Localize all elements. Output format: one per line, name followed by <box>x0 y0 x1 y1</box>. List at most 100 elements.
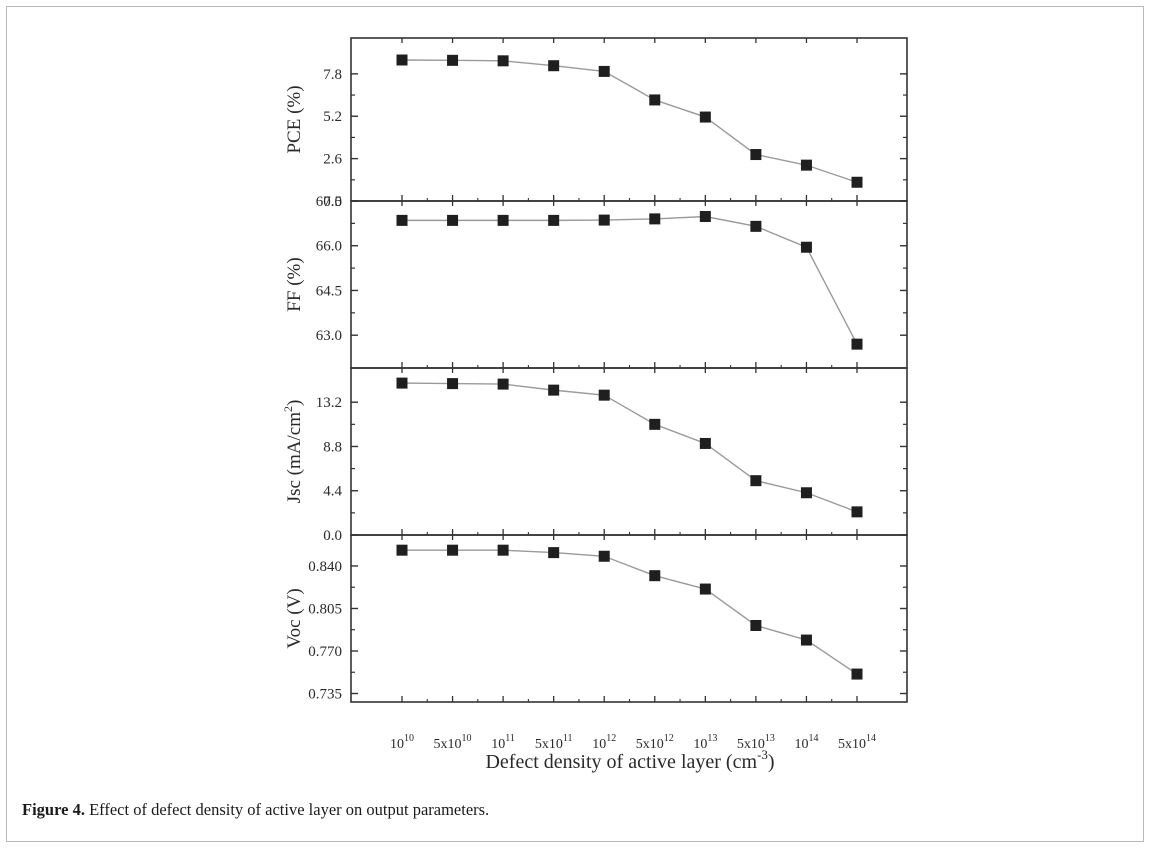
y-axis-title: FF (%) <box>284 257 305 311</box>
data-point <box>851 176 863 188</box>
series-line <box>402 215 858 345</box>
panel-2-frame <box>350 200 908 369</box>
y-axis-title: Jsc (mA/cm2) <box>281 400 305 504</box>
data-point <box>699 211 711 223</box>
y-tick-label: 0.735 <box>308 686 342 702</box>
caption-label: Figure 4. <box>22 800 85 819</box>
data-point <box>699 111 711 123</box>
x-tick-label: 5x1010 <box>434 733 472 752</box>
panel-3-frame <box>350 367 908 536</box>
data-point <box>851 338 863 350</box>
data-point <box>447 54 459 66</box>
x-tick-label: 5x1011 <box>535 733 573 752</box>
data-point <box>649 94 661 106</box>
data-point <box>497 55 509 67</box>
x-tick-label-base: 5x10 <box>535 737 563 752</box>
data-point <box>548 60 560 72</box>
x-tick-label: 1012 <box>592 733 616 752</box>
y-tick-label: 0.805 <box>308 601 342 617</box>
x-axis-title: Defect density of active layer (cm-3) <box>485 747 774 773</box>
x-tick-label: 5x1013 <box>737 733 775 752</box>
x-tick-label-base: 10 <box>693 737 707 752</box>
series-line <box>402 549 858 675</box>
caption-text: Effect of defect density of active layer… <box>84 800 490 819</box>
y-axis-title-main: Jsc (mA/cm <box>284 412 305 504</box>
y-tick-label: 63.0 <box>316 328 342 344</box>
x-tick-label-sup: 11 <box>563 733 573 744</box>
y-axis-title: PCE (%) <box>284 85 305 153</box>
data-point <box>800 241 812 253</box>
data-point <box>497 214 509 226</box>
figure-frame <box>6 6 1144 842</box>
data-point <box>598 214 610 226</box>
x-tick-label-sup: 12 <box>606 733 616 744</box>
data-point <box>699 583 711 595</box>
figure-caption: Figure 4. Effect of defect density of ac… <box>22 800 489 820</box>
x-tick-label-sup: 10 <box>462 733 472 744</box>
data-point <box>548 384 560 396</box>
data-point <box>649 213 661 225</box>
data-point <box>800 159 812 171</box>
data-point <box>447 214 459 226</box>
panel-3: 0.0 4.4 8.8 13.2 Jsc (mA/cm2) <box>281 367 908 544</box>
x-tick-label-sup: 11 <box>505 733 515 744</box>
x-tick-label-base: 10 <box>390 737 404 752</box>
data-point <box>598 389 610 401</box>
y-tick-label: 0.0 <box>323 194 342 210</box>
y-tick-label: 0.770 <box>308 644 342 660</box>
y-axis-title-end: ) <box>284 400 305 406</box>
x-tick-label-sup: 14 <box>866 733 876 744</box>
y-axis-title-sup: 2 <box>281 406 295 412</box>
y-tick-label: 13.2 <box>316 395 342 411</box>
x-axis-title-main: Defect density of active layer (cm <box>485 751 757 773</box>
x-tick-label: 1013 <box>693 733 717 752</box>
data-point <box>396 544 408 556</box>
data-point <box>598 65 610 77</box>
y-tick-label: 4.4 <box>323 484 342 500</box>
panel-1-frame <box>350 37 908 202</box>
x-tick-label: 1010 <box>390 733 414 752</box>
y-tick-label: 2.6 <box>323 152 342 168</box>
data-point <box>548 547 560 559</box>
x-tick-label-base: 5x10 <box>737 737 765 752</box>
y-tick-label: 0.0 <box>323 528 342 544</box>
y-axis-title-main: PCE (%) <box>284 85 305 153</box>
y-tick-label: 67.5 <box>316 194 342 210</box>
y-axis-title-main: FF (%) <box>284 257 305 311</box>
x-tick-label-base: 10 <box>592 737 606 752</box>
data-point <box>851 668 863 680</box>
y-tick-label: 8.8 <box>323 439 342 455</box>
x-tick-label-base: 5x10 <box>838 737 866 752</box>
x-tick-label-sup: 13 <box>707 733 717 744</box>
series-line <box>401 382 858 513</box>
data-point <box>447 544 459 556</box>
data-point <box>750 220 762 232</box>
data-point <box>447 378 459 390</box>
y-tick-label: 0.840 <box>308 559 342 575</box>
x-tick-label-base: 5x10 <box>636 737 664 752</box>
y-tick-label: 64.5 <box>316 283 342 299</box>
y-axis-title: Voc (V) <box>284 588 305 648</box>
data-point <box>396 377 408 389</box>
data-point <box>851 506 863 518</box>
data-point <box>497 544 509 556</box>
data-point <box>750 619 762 631</box>
y-tick-label: 7.8 <box>323 67 342 83</box>
data-point <box>750 475 762 487</box>
data-point <box>396 214 408 226</box>
x-tick-label: 1014 <box>794 733 818 752</box>
panel-2: 63.0 64.5 66.0 67.5 FF (%) <box>284 194 908 369</box>
y-tick-label: 5.2 <box>323 109 342 125</box>
x-axis-title-sup: -3 <box>757 747 768 762</box>
x-tick-label: 5x1012 <box>636 733 674 752</box>
y-tick-label: 66.0 <box>316 239 342 255</box>
x-axis-title-end: ) <box>768 751 775 773</box>
data-point <box>396 54 408 66</box>
panel-1: 0.0 2.6 5.2 7.8 PCE (%) <box>284 37 908 210</box>
data-point <box>750 149 762 161</box>
y-axis-title-main: Voc (V) <box>284 588 305 648</box>
data-point <box>598 550 610 562</box>
data-point <box>699 437 711 449</box>
